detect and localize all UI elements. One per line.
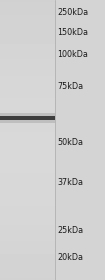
Text: 50kDa: 50kDa <box>57 138 83 147</box>
Text: 100kDa: 100kDa <box>57 50 88 59</box>
Text: 37kDa: 37kDa <box>57 178 83 187</box>
Bar <box>0 120 55 123</box>
Text: 75kDa: 75kDa <box>57 82 83 91</box>
Text: 25kDa: 25kDa <box>57 226 83 235</box>
Text: 250kDa: 250kDa <box>57 8 88 17</box>
Text: 150kDa: 150kDa <box>57 28 88 37</box>
Bar <box>0 116 55 120</box>
Text: 20kDa: 20kDa <box>57 253 83 262</box>
Bar <box>0 113 55 116</box>
